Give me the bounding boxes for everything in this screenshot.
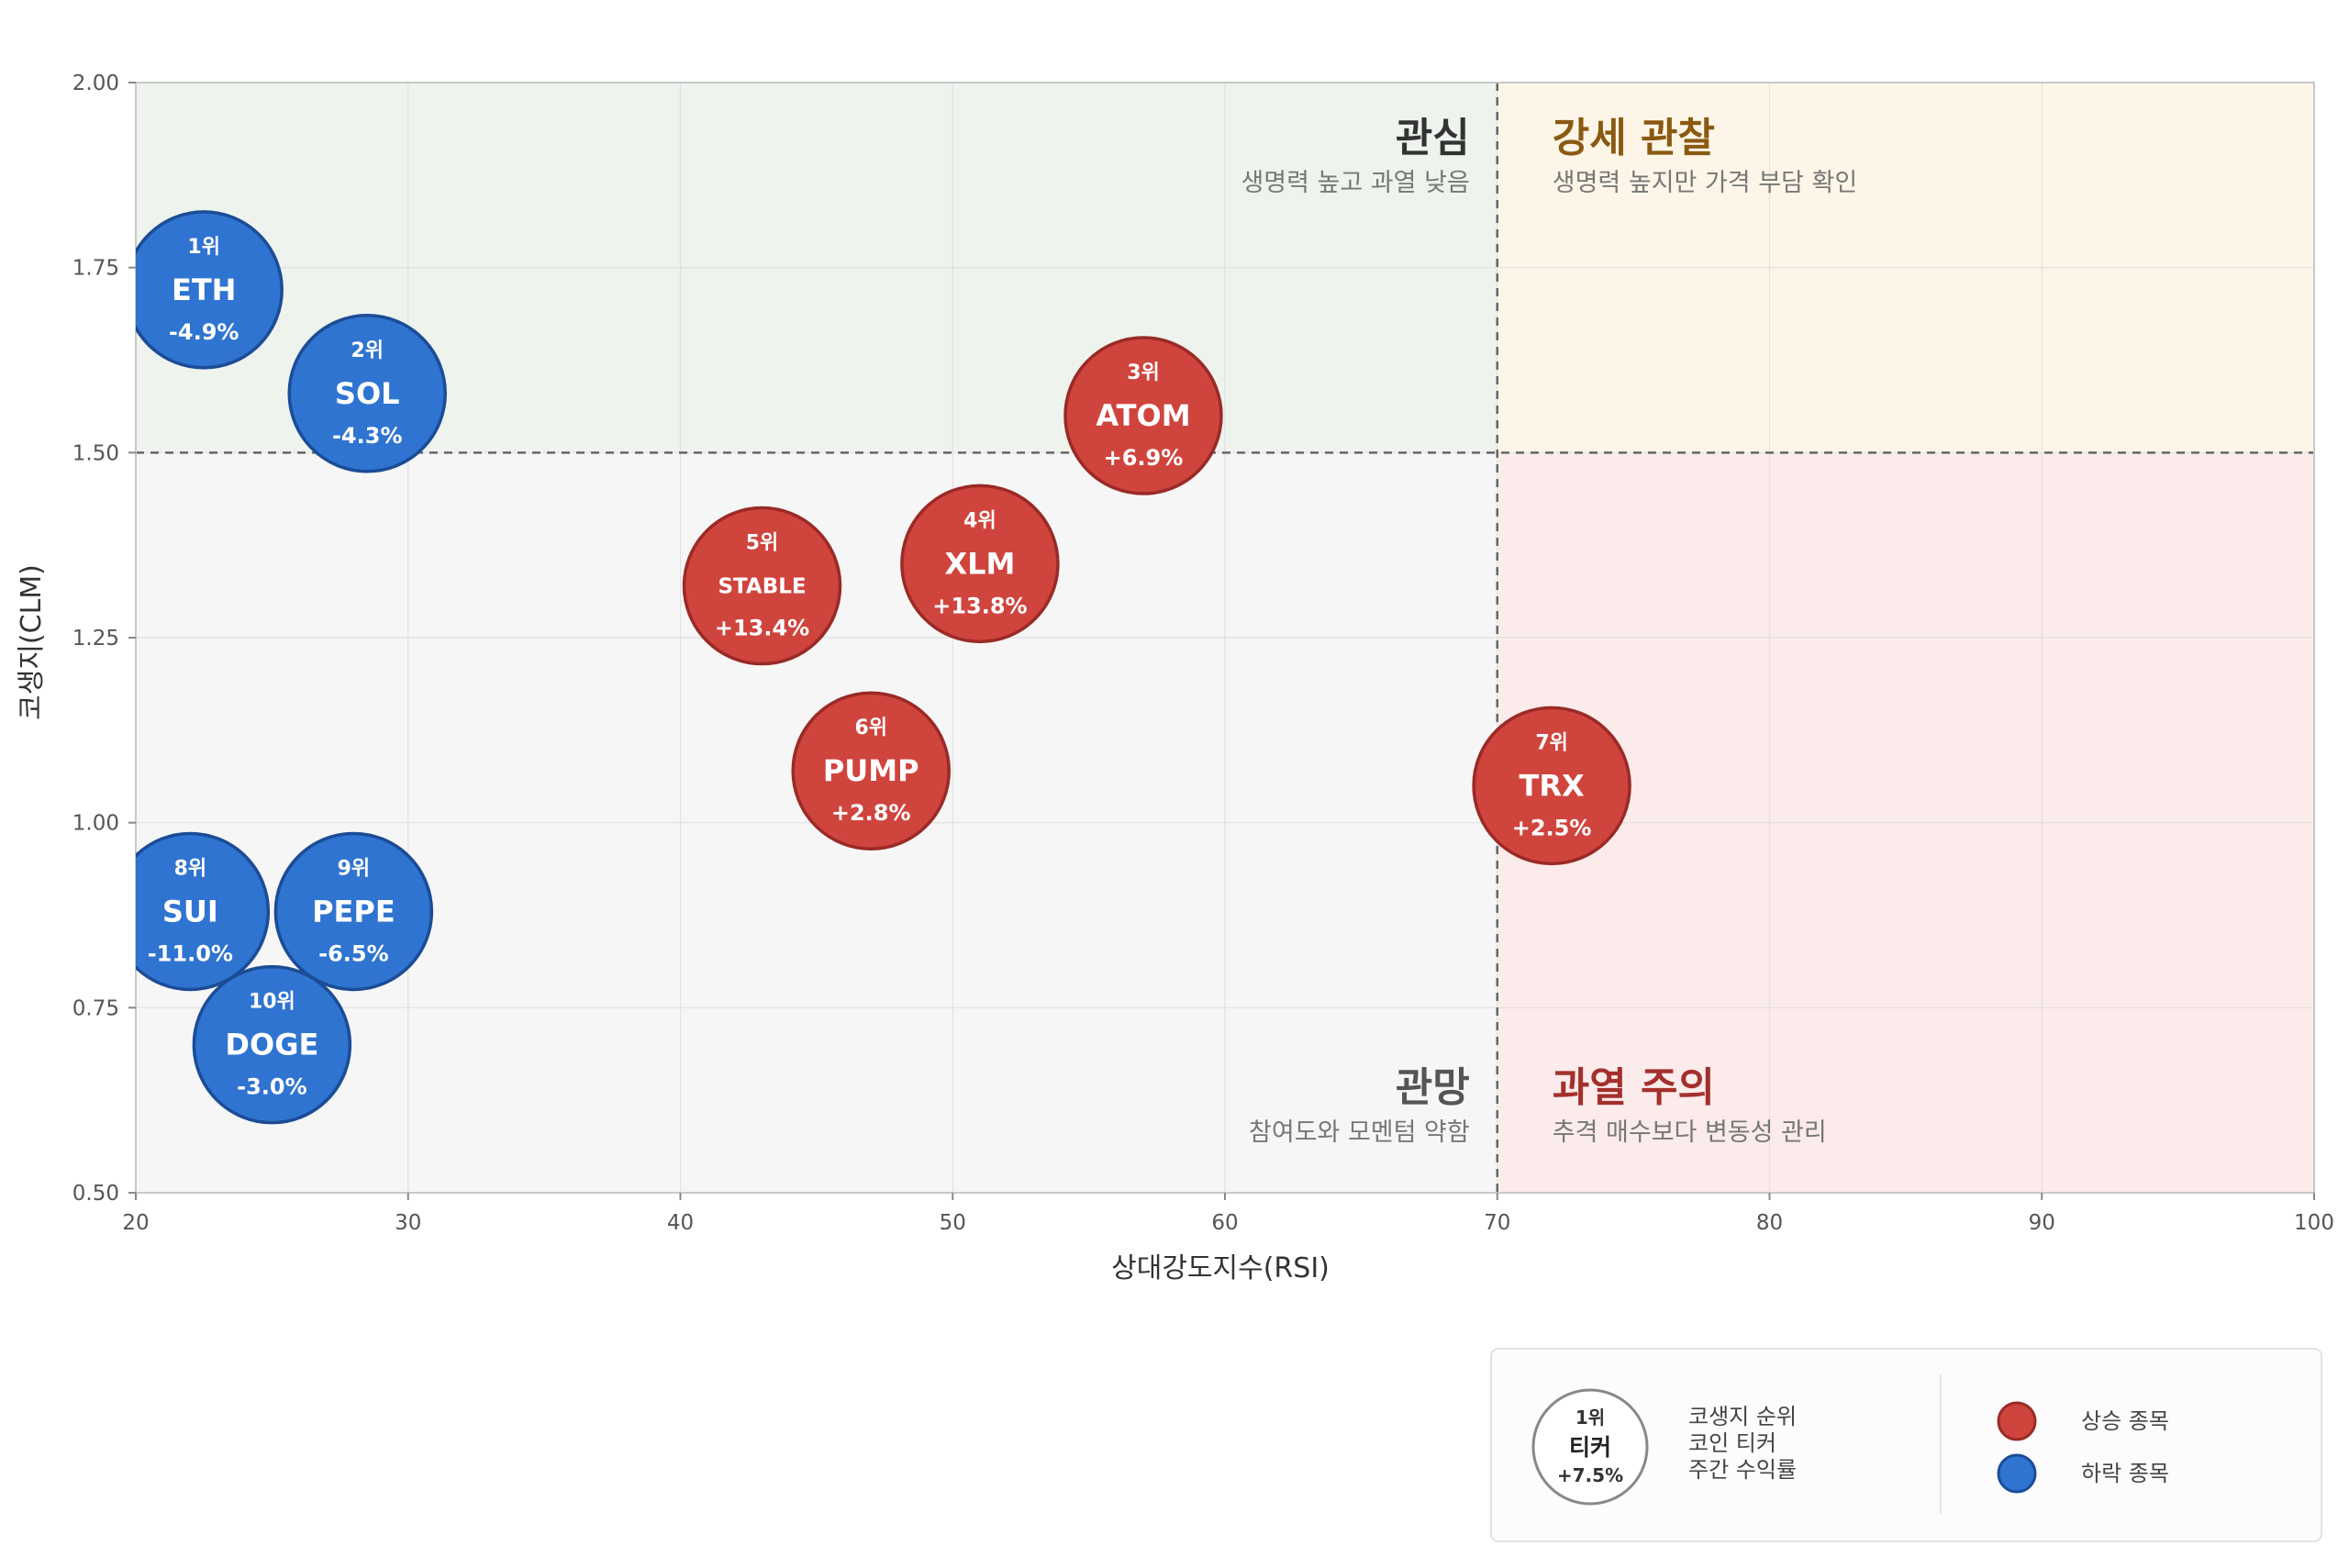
x-tick-label: 40 [667, 1211, 694, 1235]
bubble-return: +13.4% [715, 616, 809, 641]
bubble-ticker: ATOM [1096, 398, 1190, 433]
y-tick-label: 2.00 [72, 72, 119, 95]
bubble-rank: 3위 [1127, 361, 1160, 384]
bubble-rank: 8위 [174, 857, 207, 880]
legend-desc-ticker: 코인 티커 [1688, 1430, 1776, 1456]
legend-sample-ticker: 티커 [1569, 1434, 1611, 1461]
legend-sample-bubble [1531, 1388, 1649, 1506]
x-tick-label: 50 [940, 1211, 966, 1235]
bubble-return: +13.8% [932, 593, 1027, 618]
quadrant-title-bottom-right: 과열 주의 [1553, 1064, 1715, 1111]
bubble-marker [900, 484, 1060, 644]
y-tick-label: 0.50 [72, 1182, 119, 1206]
bubble-ticker: PEPE [312, 894, 395, 929]
bubble-rank: 2위 [351, 339, 384, 362]
quadrant-subtitle-bottom-left: 참여도와 모멘텀 약함 [1249, 1118, 1470, 1147]
bubble-ticker: STABLE [718, 575, 806, 599]
legend-up-label: 상승 종목 [2081, 1408, 2169, 1434]
quadrant-title-top-left: 관심 [1396, 115, 1470, 161]
bubble-marker [273, 831, 434, 992]
legend-box [1490, 1348, 2322, 1542]
bubble-rank: 5위 [746, 532, 779, 555]
bubble-ticker: PUMP [823, 753, 919, 788]
x-axis-title: 상대강도지수(RSI) [1111, 1252, 1330, 1284]
x-tick-label: 70 [1484, 1211, 1510, 1235]
bubble-rank: 9위 [338, 857, 371, 880]
data-point-sol: 2위 SOL -4.3% [287, 314, 447, 473]
data-point-trx: 7위 TRX +2.5% [1472, 706, 1631, 866]
quadrant-subtitle-top-left: 생명력 높고 과열 낮음 [1241, 169, 1469, 197]
bubble-ticker: ETH [172, 272, 236, 307]
data-point-xlm: 4위 XLM +13.8% [900, 484, 1060, 644]
y-tick-label: 1.00 [72, 812, 119, 836]
bubble-return: -6.5% [318, 940, 389, 966]
bubble-ticker: DOGE [225, 1028, 318, 1062]
data-point-eth: 1위 ETH -4.9% [136, 210, 284, 370]
data-points: 1위 ETH -4.9% 2위 SOL -4.3% 3위 ATOM +6.9% 4위 XLM +13.… [136, 210, 1631, 1125]
bubble-return: -11.0% [148, 940, 233, 966]
x-tick-label: 100 [2294, 1211, 2334, 1235]
bubble-ticker: SUI [162, 894, 218, 929]
bubble-return: -4.3% [332, 423, 403, 449]
quadrant-subtitle-bottom-right: 추격 매수보다 변동성 관리 [1553, 1118, 1827, 1147]
y-tick-label: 1.25 [72, 627, 119, 651]
bubble-marker [1063, 336, 1223, 495]
axes: 20 30 40 50 60 70 80 90 100 0.50 0.75 1.00 1.25 1.50 1… [72, 72, 2334, 1235]
y-axis-title: 코생지(CLM) [16, 564, 48, 720]
bubble-return: -3.0% [237, 1074, 307, 1100]
bubble-return: +2.8% [831, 800, 911, 826]
bubble-marker [287, 314, 447, 473]
bubble-return: +2.5% [1512, 815, 1592, 840]
data-point-stable: 5위 STABLE +13.4% [682, 506, 842, 666]
bubble-ticker: SOL [335, 376, 400, 411]
data-point-pump: 6위 PUMP +2.8% [791, 691, 951, 851]
data-point-doge: 10위 DOGE -3.0% [192, 964, 352, 1125]
bubble-marker [136, 831, 271, 992]
bubble-rank: 1위 [187, 236, 220, 259]
threshold-lines [136, 83, 2314, 1193]
bubble-marker [791, 691, 951, 851]
bubble-rank: 10위 [249, 991, 295, 1014]
legend: 1위 티커 +7.5% 코생지 순위 코인 티커 주간 수익률 상승 종목 하락… [1490, 1348, 2322, 1542]
quadrant-title-top-right: 강세 관찰 [1553, 115, 1715, 161]
data-point-atom: 3위 ATOM +6.9% [1063, 336, 1223, 495]
legend-desc-rank: 코생지 순위 [1688, 1404, 1797, 1429]
bubble-group: 1위 ETH -4.9% 2위 SOL -4.3% 3위 ATOM +6.9% 4위 XLM +13.… [136, 210, 1631, 1125]
x-tick-label: 80 [1756, 1211, 1783, 1235]
bubble-return: -4.9% [169, 319, 239, 345]
bubble-marker [682, 506, 842, 666]
data-point-sui: 8위 SUI -11.0% [136, 831, 271, 992]
x-tick-label: 30 [395, 1211, 421, 1235]
bubble-marker [1472, 706, 1631, 866]
x-tick-label: 60 [1211, 1211, 1238, 1235]
y-tick-label: 1.75 [72, 257, 119, 281]
bubble-return: +6.9% [1104, 445, 1184, 471]
legend-down-marker [1997, 1453, 2037, 1494]
legend-desc-return: 주간 수익률 [1688, 1457, 1797, 1483]
bubble-ticker: TRX [1520, 768, 1585, 803]
x-tick-label: 20 [122, 1211, 149, 1235]
bubble-rank: 6위 [854, 717, 887, 740]
x-tick-label: 90 [2029, 1211, 2055, 1235]
legend-sample-rank: 1위 [1575, 1407, 1605, 1429]
bubble-marker [192, 964, 352, 1125]
quadrant-subtitle-top-right: 생명력 높지만 가격 부담 확인 [1553, 169, 1857, 197]
bubble-rank: 7위 [1535, 731, 1568, 754]
y-tick-label: 1.50 [72, 441, 119, 465]
bubble-ticker: XLM [944, 546, 1015, 581]
y-tick-label: 0.75 [72, 996, 119, 1020]
bubble-marker [136, 210, 284, 370]
legend-down-label: 하락 종목 [2081, 1461, 2169, 1486]
legend-sample-return: +7.5% [1557, 1464, 1623, 1486]
data-point-pepe: 9위 PEPE -6.5% [273, 831, 434, 992]
bubble-rank: 4위 [963, 509, 996, 532]
quadrant-title-bottom-left: 관망 [1396, 1064, 1470, 1111]
legend-up-marker [1997, 1401, 2037, 1441]
